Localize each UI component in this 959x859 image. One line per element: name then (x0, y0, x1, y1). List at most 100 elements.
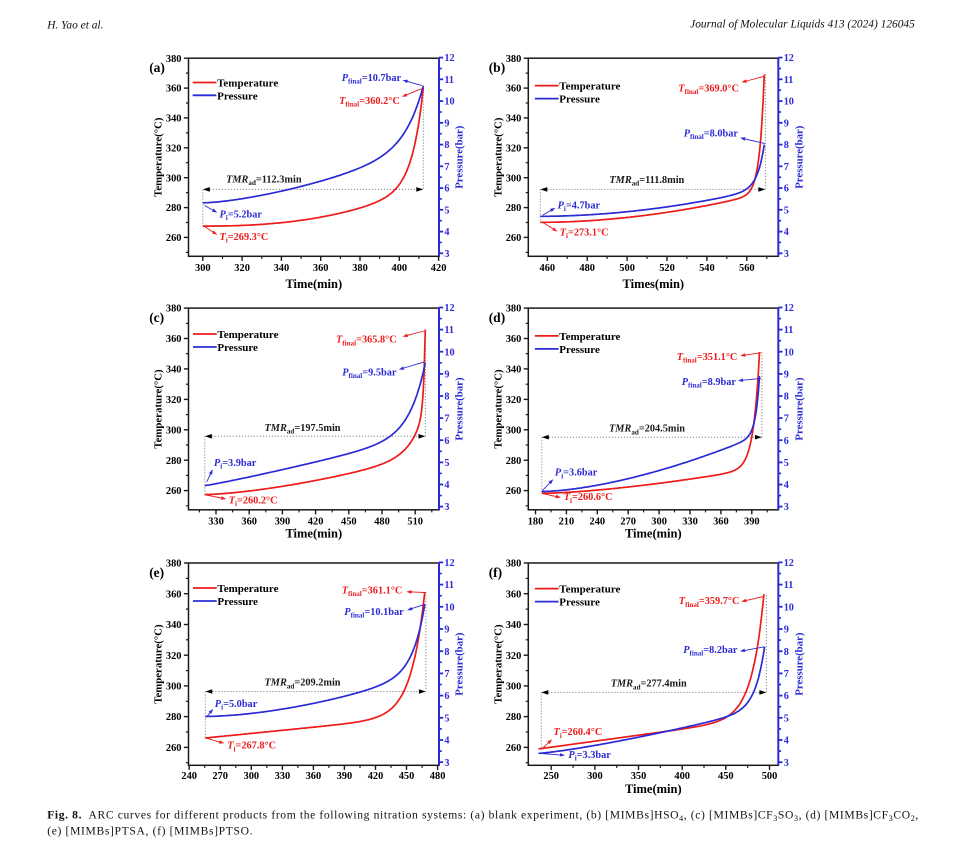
svg-text:Temperature(°C): Temperature(°C) (153, 624, 165, 704)
svg-text:420: 420 (308, 516, 324, 527)
svg-text:8: 8 (784, 647, 789, 658)
svg-text:300: 300 (506, 682, 522, 693)
svg-text:280: 280 (166, 203, 182, 214)
svg-text:320: 320 (166, 395, 182, 406)
svg-text:3: 3 (444, 502, 449, 513)
svg-text:480: 480 (430, 771, 446, 782)
svg-text:Time(min): Time(min) (625, 527, 682, 541)
svg-text:380: 380 (166, 304, 182, 315)
svg-text:(f): (f) (489, 565, 503, 580)
svg-text:420: 420 (368, 771, 384, 782)
svg-text:7: 7 (784, 669, 789, 680)
svg-text:6: 6 (784, 691, 789, 702)
svg-text:Pressure(bar): Pressure(bar) (793, 632, 805, 696)
svg-text:300: 300 (166, 682, 182, 693)
svg-text:Temperature(°C): Temperature(°C) (493, 369, 505, 449)
svg-text:Pi=3.6bar: Pi=3.6bar (555, 468, 598, 481)
svg-text:7: 7 (444, 414, 449, 425)
svg-text:(a): (a) (149, 60, 165, 75)
svg-text:240: 240 (181, 771, 197, 782)
svg-text:10: 10 (784, 602, 794, 613)
svg-text:3: 3 (784, 758, 789, 769)
svg-text:360: 360 (241, 516, 257, 527)
svg-text:10: 10 (784, 347, 794, 358)
svg-text:320: 320 (166, 143, 182, 154)
svg-text:Pressure: Pressure (217, 90, 258, 102)
svg-text:480: 480 (374, 516, 390, 527)
svg-text:5: 5 (444, 205, 449, 216)
svg-text:(e): (e) (149, 565, 164, 580)
svg-text:4: 4 (784, 480, 789, 491)
svg-text:11: 11 (444, 75, 454, 86)
svg-text:12: 12 (444, 53, 454, 64)
svg-text:9: 9 (784, 118, 789, 129)
svg-text:11: 11 (784, 75, 794, 86)
svg-text:Pfinal=10.7bar: Pfinal=10.7bar (342, 73, 402, 86)
svg-text:5: 5 (444, 458, 449, 469)
svg-text:180: 180 (528, 516, 544, 527)
svg-text:380: 380 (506, 304, 522, 315)
svg-text:Pressure: Pressure (559, 597, 600, 609)
svg-text:7: 7 (444, 669, 449, 680)
svg-text:Pressure(bar): Pressure(bar) (793, 377, 805, 441)
svg-text:380: 380 (352, 263, 368, 274)
svg-text:340: 340 (166, 365, 182, 376)
svg-text:340: 340 (506, 620, 522, 631)
svg-text:3: 3 (444, 758, 449, 769)
svg-text:Pi=3.3bar: Pi=3.3bar (568, 750, 611, 763)
svg-text:260: 260 (506, 743, 522, 754)
svg-text:340: 340 (274, 263, 290, 274)
svg-text:Tfinal=360.2°C: Tfinal=360.2°C (339, 96, 400, 109)
svg-text:330: 330 (275, 771, 291, 782)
svg-text:280: 280 (506, 456, 522, 467)
svg-text:8: 8 (444, 140, 449, 151)
svg-text:390: 390 (337, 771, 353, 782)
svg-text:360: 360 (506, 589, 522, 600)
svg-text:4: 4 (444, 480, 449, 491)
svg-text:Ti=260.2°C: Ti=260.2°C (229, 496, 278, 509)
svg-text:H. Yao et al.: H. Yao et al. (46, 19, 103, 31)
svg-text:Temperature: Temperature (217, 583, 278, 595)
svg-text:280: 280 (506, 203, 522, 214)
svg-text:Pfinal=10.1bar: Pfinal=10.1bar (344, 607, 404, 620)
svg-text:400: 400 (674, 771, 690, 782)
svg-text:300: 300 (166, 173, 182, 184)
svg-text:240: 240 (590, 516, 606, 527)
svg-text:520: 520 (659, 263, 675, 274)
svg-text:Temperature: Temperature (559, 81, 620, 93)
svg-text:560: 560 (739, 263, 755, 274)
svg-text:280: 280 (506, 712, 522, 723)
svg-text:8: 8 (784, 392, 789, 403)
svg-text:Pressure: Pressure (217, 342, 258, 354)
svg-text:Ti=260.6°C: Ti=260.6°C (564, 492, 613, 505)
svg-text:Pressure: Pressure (217, 596, 258, 608)
svg-text:9: 9 (784, 370, 789, 381)
svg-text:Pressure(bar): Pressure(bar) (793, 125, 805, 189)
svg-text:3: 3 (784, 249, 789, 260)
svg-text:Ti=273.1°C: Ti=273.1°C (560, 227, 609, 240)
svg-text:500: 500 (762, 771, 778, 782)
svg-text:10: 10 (444, 602, 454, 613)
svg-text:TMRad=204.5min: TMRad=204.5min (609, 424, 685, 437)
svg-text:TMRad=111.8min: TMRad=111.8min (609, 175, 684, 188)
svg-text:6: 6 (444, 184, 449, 195)
svg-text:Tfinal=359.7°C: Tfinal=359.7°C (679, 596, 740, 609)
svg-text:300: 300 (166, 425, 182, 436)
svg-text:380: 380 (506, 559, 522, 570)
svg-text:6: 6 (444, 691, 449, 702)
svg-text:TMRad=209.2min: TMRad=209.2min (265, 678, 341, 691)
svg-text:6: 6 (784, 436, 789, 447)
svg-text:300: 300 (195, 263, 211, 274)
svg-text:260: 260 (166, 486, 182, 497)
svg-text:460: 460 (540, 263, 556, 274)
svg-text:Ti=269.3°C: Ti=269.3°C (220, 232, 269, 245)
svg-text:Tfinal=351.1°C: Tfinal=351.1°C (677, 352, 738, 365)
svg-text:320: 320 (166, 651, 182, 662)
svg-text:3: 3 (444, 249, 449, 260)
svg-text:(e) [MIMBs]PTSA, (f) [MIMBs]PT: (e) [MIMBs]PTSA, (f) [MIMBs]PTSO. (47, 824, 253, 837)
svg-text:9: 9 (444, 118, 449, 129)
svg-text:300: 300 (587, 771, 603, 782)
svg-text:Pi=3.9bar: Pi=3.9bar (214, 458, 257, 471)
svg-text:Temperature(°C): Temperature(°C) (153, 117, 165, 197)
svg-text:Tfinal=361.1°C: Tfinal=361.1°C (342, 585, 403, 598)
